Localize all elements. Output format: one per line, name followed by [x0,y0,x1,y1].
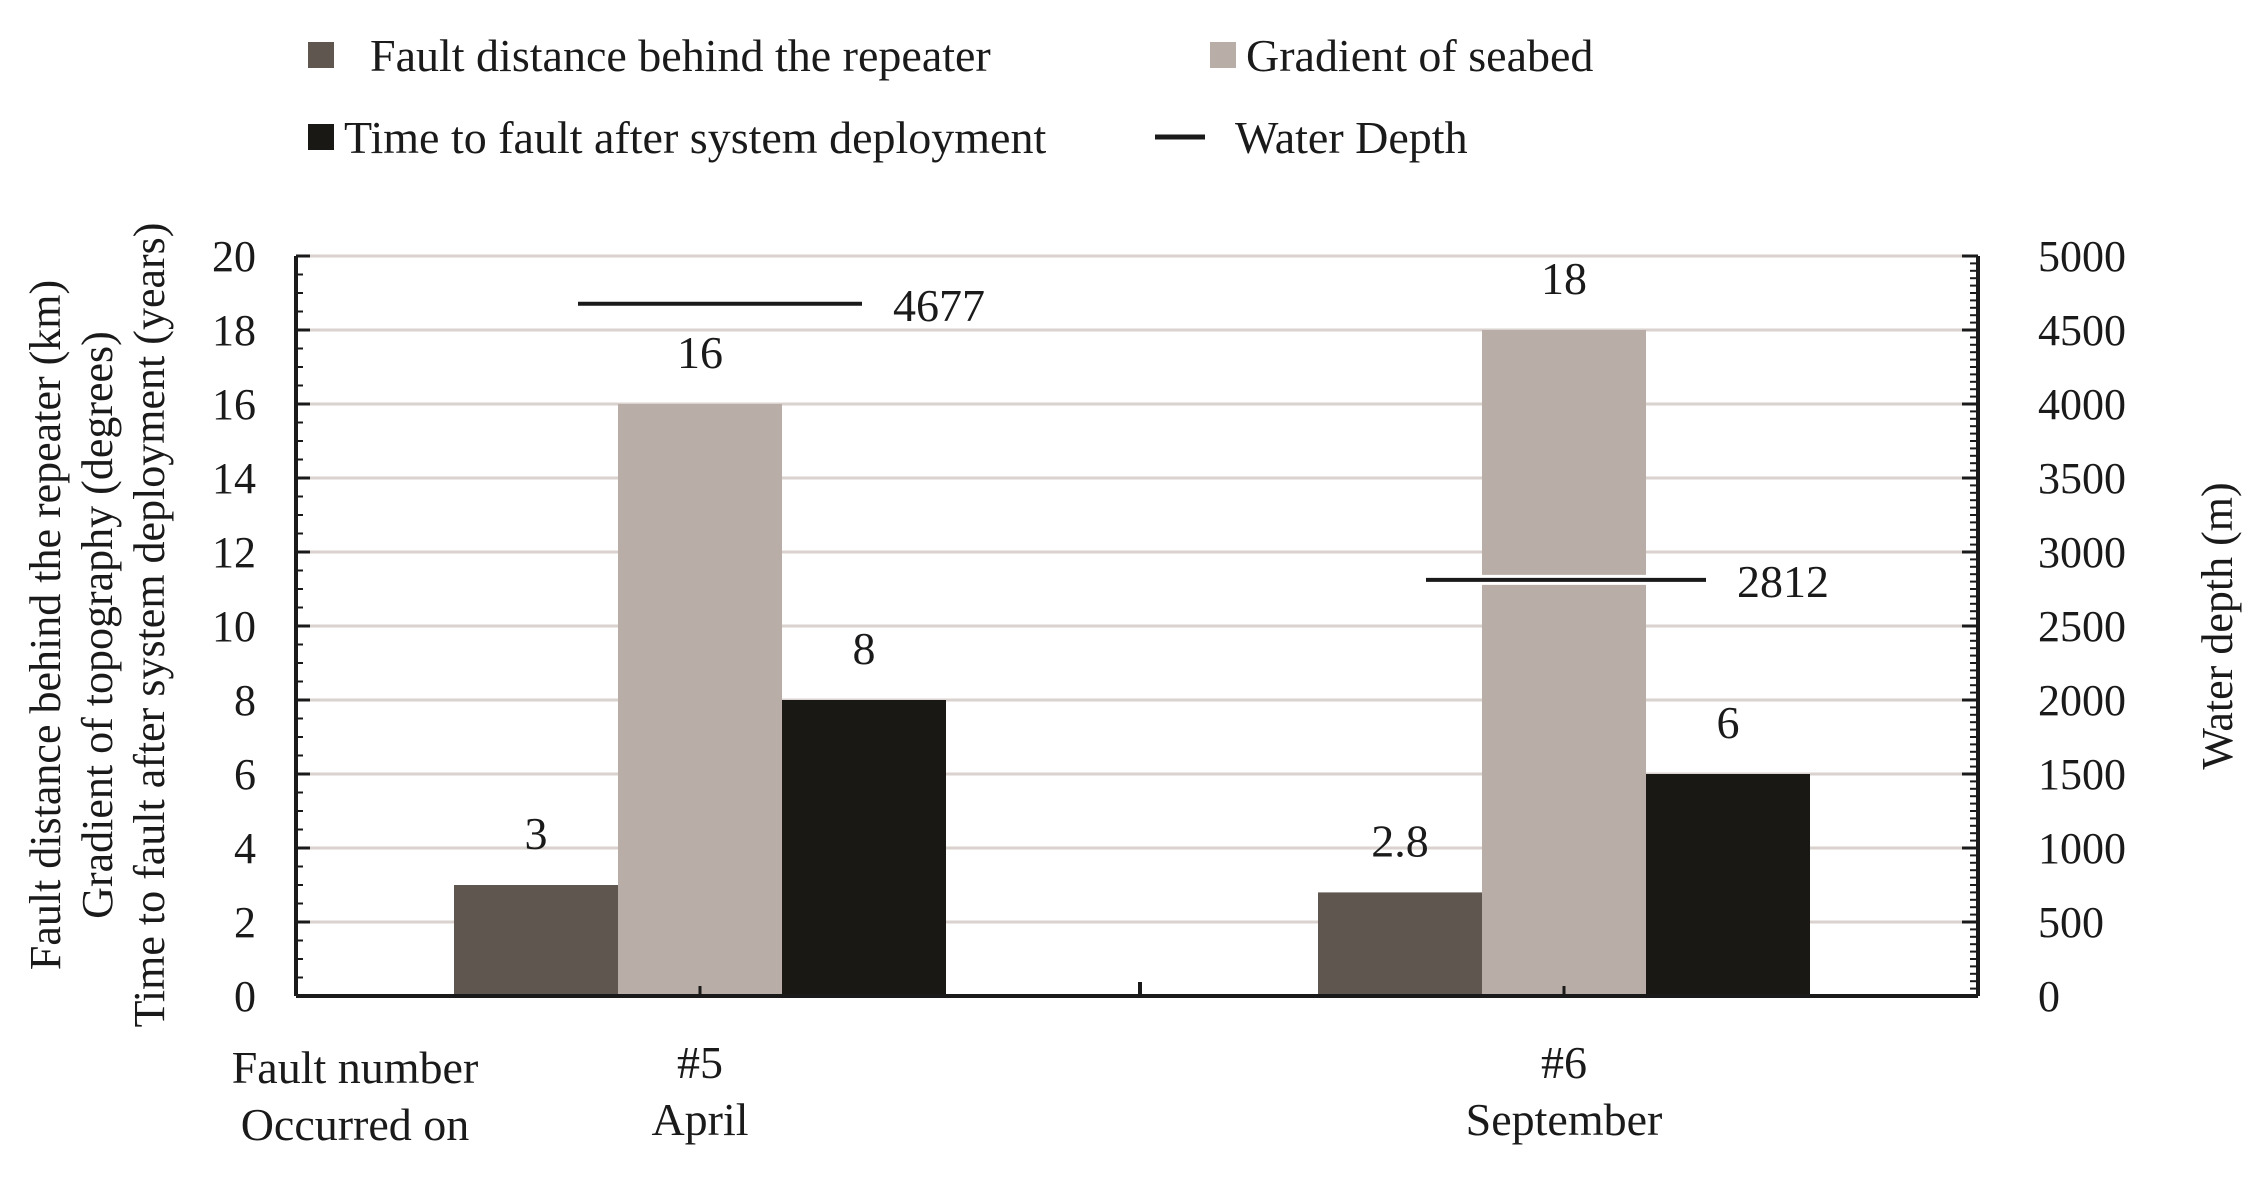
right-tick-label: 5000 [2038,232,2126,281]
left-tick-label: 10 [212,602,256,651]
category-row-label: Occurred on [241,1099,470,1150]
right-tick-label: 4500 [2038,306,2126,355]
left-tick-label: 0 [234,972,256,1021]
left-tick-label: 6 [234,750,256,799]
left-tick-label: 16 [212,380,256,429]
right-tick-label: 1500 [2038,750,2126,799]
legend-swatch [308,42,334,68]
water-depth-markers [578,298,1706,585]
right-tick-label: 4000 [2038,380,2126,429]
legend-swatch [308,124,334,150]
left-tick-label: 8 [234,676,256,725]
right-tick-label: 3000 [2038,528,2126,577]
left-tick-label: 2 [234,898,256,947]
right-axis-title: Water depth (m) [2193,482,2242,769]
category-sublabel: April [651,1094,748,1145]
left-tick-label: 18 [212,306,256,355]
left-axis-title: Fault distance behind the repeater (km) [21,280,70,970]
right-tick-label: 0 [2038,972,2060,1021]
category-sublabel: September [1466,1094,1663,1145]
right-tick-label: 2500 [2038,602,2126,651]
legend: Fault distance behind the repeater Gradie… [308,30,1593,163]
data-label: 8 [853,623,876,674]
category-row-label: Fault number [232,1042,479,1093]
data-label: 3 [525,808,548,859]
water-depth-label: 2812 [1737,556,1829,607]
bar [1646,774,1810,996]
left-tick-label: 14 [212,454,256,503]
right-tick-label: 1000 [2038,824,2126,873]
bar [454,885,618,996]
legend-label: Gradient of seabed [1246,30,1593,81]
bar [1318,892,1482,996]
left-tick-label: 20 [212,232,256,281]
data-label: 16 [677,327,723,378]
category-label: #5 [677,1037,723,1088]
data-label: 2.8 [1371,815,1429,866]
category-label: #6 [1541,1037,1587,1088]
legend-swatch [1210,42,1236,68]
legend-label: Water Depth [1235,112,1468,163]
data-labels: 3 2.8 16 18 8 6 4677 2812 [525,253,1830,866]
data-label: 18 [1541,253,1587,304]
bar [782,700,946,996]
category-labels: Fault number Occurred on #5 April #6 Septembe… [232,1037,1663,1150]
water-depth-label: 4677 [893,280,985,331]
legend-label: Fault distance behind the repeater [370,30,991,81]
bars [454,330,1810,996]
right-tick-label: 3500 [2038,454,2126,503]
axes: 0 2 4 6 8 10 12 14 16 18 20 0 500 1000 1500 2000 2500 300… [212,232,2126,1021]
axis-titles: Fault distance behind the repeater (km) G… [21,223,2242,1028]
left-tick-label: 12 [212,528,256,577]
left-axis-title: Time to fault after system deployment (y… [125,223,174,1028]
legend-label: Time to fault after system deployment [344,112,1046,163]
left-axis-title: Gradient of topography (degrees) [73,331,122,919]
bar [618,404,782,996]
bar [1482,330,1646,996]
left-tick-label: 4 [234,824,256,873]
data-label: 6 [1717,697,1740,748]
right-tick-label: 2000 [2038,676,2126,725]
right-tick-label: 500 [2038,898,2104,947]
